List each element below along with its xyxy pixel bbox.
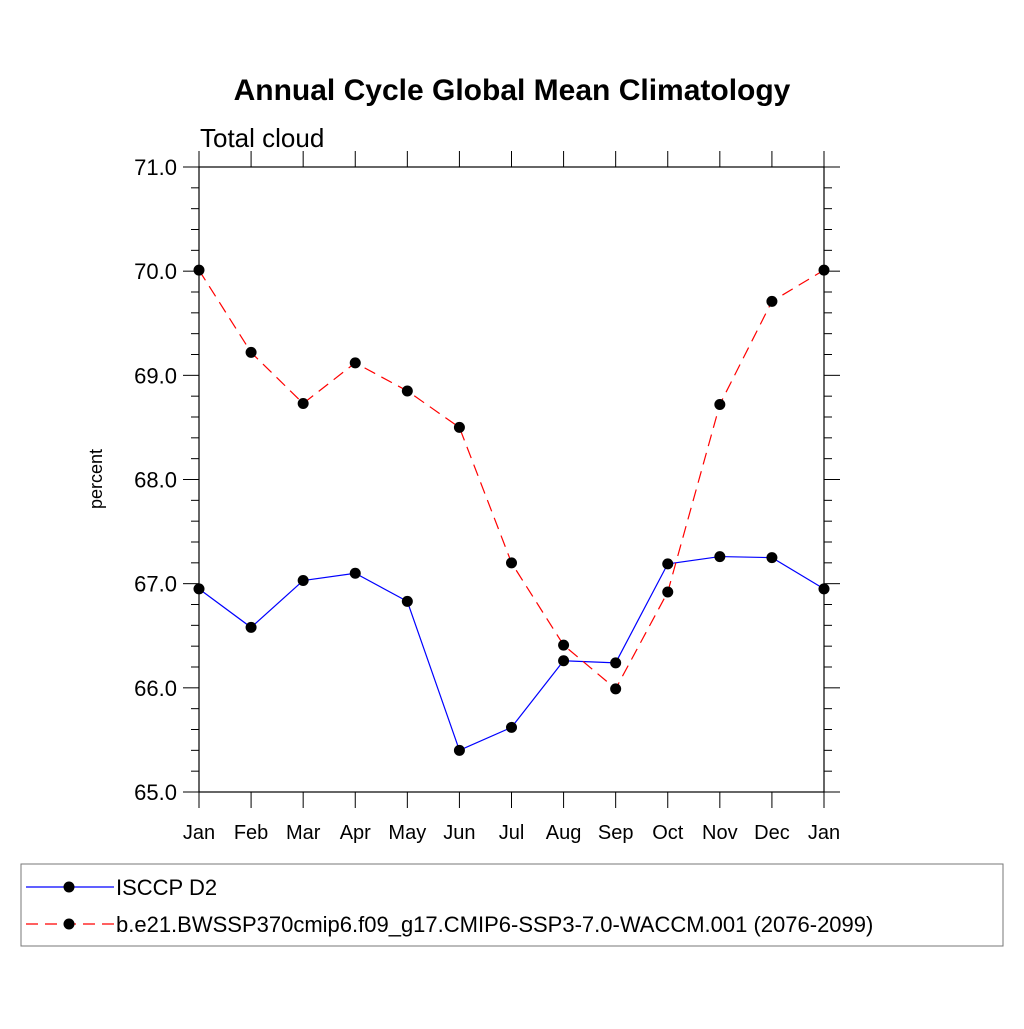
data-point-1 <box>453 744 465 756</box>
y-tick-label: 65.0 <box>134 780 177 805</box>
data-point-1 <box>662 558 674 570</box>
x-tick-label: Apr <box>340 822 371 844</box>
data-point-2 <box>297 397 309 409</box>
chart-title: Annual Cycle Global Mean Climatology <box>234 74 791 107</box>
x-tick-label: May <box>388 822 426 844</box>
x-tick-label: Oct <box>652 822 684 844</box>
data-point-2 <box>453 421 465 433</box>
legend-box <box>20 863 1004 947</box>
data-point-1 <box>558 655 570 667</box>
data-point-1 <box>349 567 361 579</box>
y-tick-label: 67.0 <box>134 572 177 597</box>
data-point-2 <box>818 264 830 276</box>
data-point-1 <box>714 551 726 563</box>
y-axis-label: percent <box>86 449 106 509</box>
legend: ISCCP D2 b.e21.BWSSP370cmip6.f09_g17.CMIP… <box>20 863 1004 947</box>
data-point-1 <box>818 583 830 595</box>
x-tick-label: Nov <box>702 822 738 844</box>
data-point-1 <box>245 621 257 633</box>
x-tick-label: Jun <box>443 822 475 844</box>
x-tick-label: Jul <box>499 822 525 844</box>
legend-label-2: b.e21.BWSSP370cmip6.f09_g17.CMIP6-SSP3-7… <box>116 912 873 937</box>
y-tick-label: 66.0 <box>134 676 177 701</box>
data-point-1 <box>506 721 517 733</box>
chart-subtitle: Total cloud <box>200 123 324 153</box>
data-point-2 <box>662 586 674 598</box>
legend-marker-2 <box>63 918 75 930</box>
plot-frame <box>198 166 825 793</box>
x-tick-label: Aug <box>546 822 582 844</box>
legend-marker-1 <box>63 881 75 893</box>
data-point-2 <box>193 264 205 276</box>
data-point-2 <box>401 385 413 397</box>
legend-items: ISCCP D2 b.e21.BWSSP370cmip6.f09_g17.CMIP… <box>26 875 873 937</box>
data-point-2 <box>245 346 257 358</box>
y-tick-label: 69.0 <box>134 363 177 388</box>
data-point-2 <box>766 295 778 307</box>
series-layer <box>193 264 830 756</box>
x-tick-label: Jan <box>183 822 215 844</box>
data-point-1 <box>610 657 622 669</box>
series-line-2 <box>198 269 825 690</box>
y-tick-label: 68.0 <box>134 468 177 493</box>
x-tick-label: Feb <box>234 822 268 844</box>
data-point-2 <box>714 399 726 410</box>
data-point-1 <box>766 552 778 564</box>
y-tick-label: 70.0 <box>134 259 177 284</box>
data-point-2 <box>610 683 622 695</box>
legend-label-1: ISCCP D2 <box>116 875 217 900</box>
data-point-2 <box>506 557 517 569</box>
x-tick-label: Sep <box>598 822 634 844</box>
x-tick-label: Jan <box>808 822 840 844</box>
series-line-1 <box>198 555 825 752</box>
data-point-1 <box>401 595 413 607</box>
axes: 65.0 66.0 67.0 68.0 69.0 70.0 71.0 Jan Feb Mar Apr… <box>134 151 840 844</box>
data-point-2 <box>349 357 361 369</box>
data-point-1 <box>297 575 309 587</box>
x-tick-label: Mar <box>286 822 321 844</box>
data-point-2 <box>558 639 570 651</box>
data-point-1 <box>193 583 205 595</box>
x-tick-label: Dec <box>754 822 790 844</box>
y-tick-label: 71.0 <box>134 155 177 180</box>
